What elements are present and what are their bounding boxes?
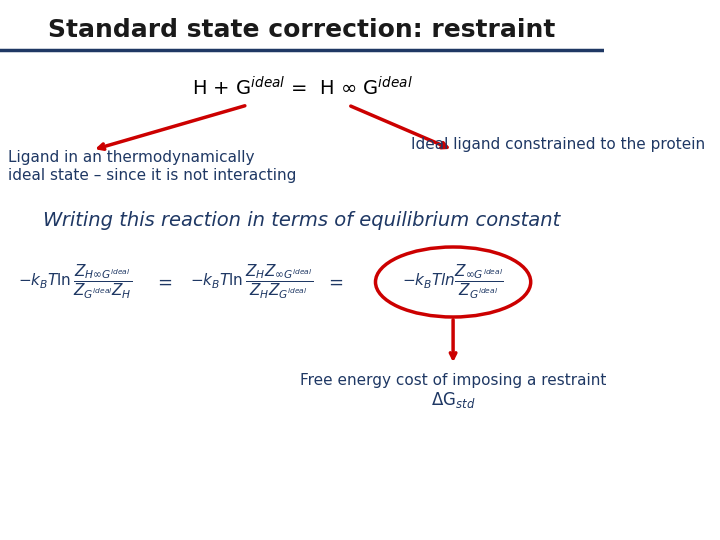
Text: Writing this reaction in terms of equilibrium constant: Writing this reaction in terms of equili… xyxy=(43,211,561,229)
Text: Ligand in an thermodynamically: Ligand in an thermodynamically xyxy=(9,150,255,165)
Text: Free energy cost of imposing a restraint: Free energy cost of imposing a restraint xyxy=(300,373,606,388)
Text: ideal state – since it is not interacting: ideal state – since it is not interactin… xyxy=(9,168,297,183)
Text: $-k_BT\ln\dfrac{Z_{H\infty G^{ideal}}}{Z_{G^{ideal}}Z_H}$: $-k_BT\ln\dfrac{Z_{H\infty G^{ideal}}}{Z… xyxy=(18,263,132,301)
Text: $-k_BT\ln\dfrac{Z_HZ_{\infty G^{ideal}}}{Z_HZ_{G^{ideal}}}$: $-k_BT\ln\dfrac{Z_HZ_{\infty G^{ideal}}}… xyxy=(190,263,313,301)
Text: $-k_BTln\dfrac{Z_{\infty G^{ideal}}}{Z_{G^{ideal}}}$: $-k_BTln\dfrac{Z_{\infty G^{ideal}}}{Z_{… xyxy=(402,263,504,301)
Text: $=$: $=$ xyxy=(325,273,343,291)
Text: Ideal ligand constrained to the protein: Ideal ligand constrained to the protein xyxy=(411,138,706,152)
Text: H + G$^{ideal}$ =  H $\infty$ G$^{ideal}$: H + G$^{ideal}$ = H $\infty$ G$^{ideal}$ xyxy=(192,76,413,99)
Text: ΔG$_{std}$: ΔG$_{std}$ xyxy=(431,390,475,410)
Text: $=$: $=$ xyxy=(154,273,173,291)
Text: Standard state correction: restraint: Standard state correction: restraint xyxy=(48,18,556,42)
